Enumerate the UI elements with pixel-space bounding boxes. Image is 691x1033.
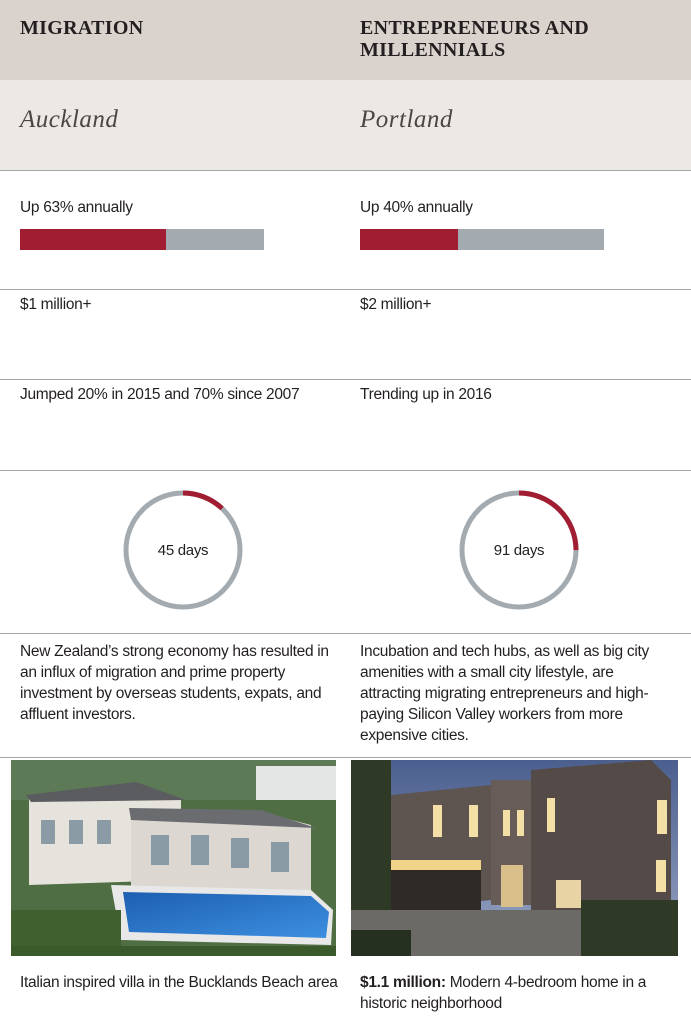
- city-name: Auckland: [20, 106, 119, 133]
- growth-bar: [360, 229, 604, 250]
- caption-text: Modern 4-bedroom home in a historic neig…: [360, 974, 647, 1012]
- column-auckland: MIGRATION Auckland Up 63% annually $1 mi…: [11, 0, 350, 1033]
- villa-photo: [11, 760, 336, 956]
- market-description: Incubation and tech hubs, as well as big…: [360, 643, 649, 744]
- divider: [0, 170, 691, 171]
- growth-label: Up 63% annually: [20, 199, 133, 216]
- photo-caption: $1.1 million: Modern 4-bedroom home in a…: [360, 972, 680, 1014]
- caption-price: $1.1 million:: [360, 974, 446, 991]
- price-trend: Trending up in 2016: [360, 386, 492, 403]
- column-heading: ENTREPRENEURS AND MILLENNIALS: [360, 17, 590, 61]
- home-photo: [351, 760, 678, 956]
- days-label: 91 days: [493, 541, 545, 559]
- growth-bar: [20, 229, 264, 250]
- growth-label: Up 40% annually: [360, 199, 473, 216]
- ring-chart: [123, 490, 243, 610]
- caption-text: Italian inspired villa in the Bucklands …: [20, 974, 338, 991]
- price-trend: Jumped 20% in 2015 and 70% since 2007: [20, 386, 300, 403]
- divider: [0, 289, 691, 290]
- days-on-market-ring: 45 days: [121, 488, 245, 612]
- price-range: $2 million+: [360, 296, 432, 313]
- home-image: [351, 760, 678, 956]
- ring-progress: [123, 490, 243, 610]
- price-range: $1 million+: [20, 296, 92, 313]
- ring-chart: [459, 490, 579, 610]
- city-band: [0, 80, 691, 170]
- column-heading: MIGRATION: [20, 17, 144, 39]
- divider: [0, 757, 691, 758]
- ring-progress: [459, 490, 579, 610]
- city-name: Portland: [360, 106, 453, 133]
- divider: [0, 470, 691, 471]
- days-on-market-ring: 91 days: [457, 488, 581, 612]
- villa-image: [11, 760, 336, 956]
- divider: [0, 633, 691, 634]
- market-description: New Zealand’s strong economy has resulte…: [20, 643, 329, 723]
- growth-bar-fill: [20, 229, 167, 250]
- divider: [0, 379, 691, 380]
- growth-bar-fill: [360, 229, 458, 250]
- photo-caption: Italian inspired villa in the Bucklands …: [20, 972, 340, 993]
- column-portland: ENTREPRENEURS AND MILLENNIALS Portland U…: [351, 0, 690, 1033]
- header-band: [0, 0, 691, 80]
- days-label: 45 days: [157, 541, 209, 559]
